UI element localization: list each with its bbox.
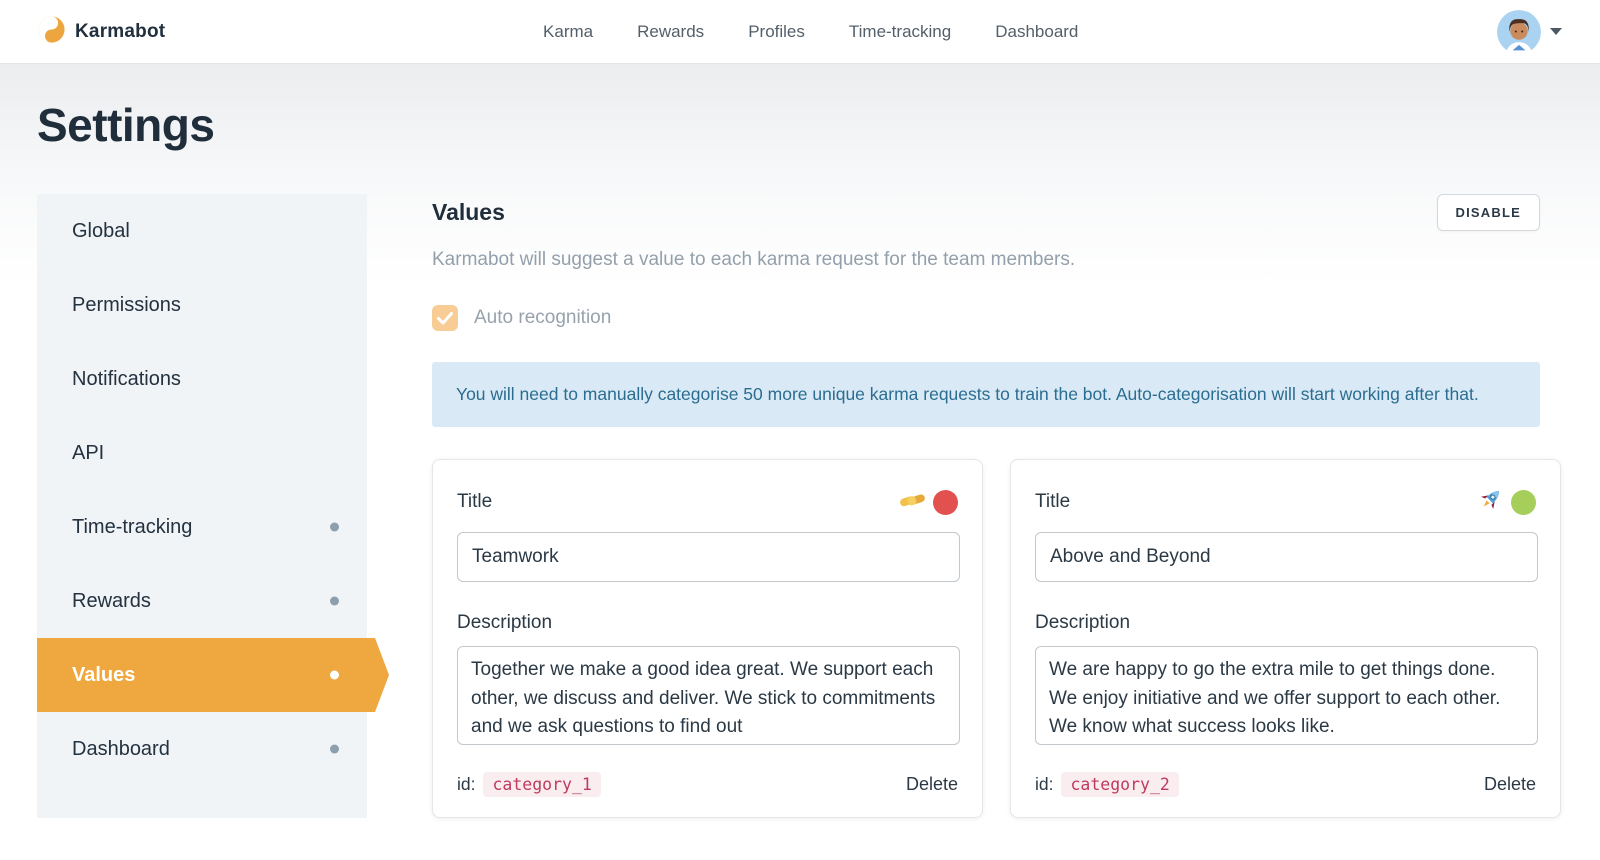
info-banner: You will need to manually categorise 50 … bbox=[432, 362, 1540, 428]
value-cards: Title bbox=[432, 459, 1563, 819]
auto-recognition-label: Auto recognition bbox=[474, 307, 612, 328]
delete-button[interactable]: Delete bbox=[1483, 774, 1536, 795]
brand-name: Karmabot bbox=[75, 20, 166, 42]
user-menu[interactable] bbox=[1497, 9, 1562, 54]
sidebar-item-global[interactable]: Global bbox=[72, 219, 130, 242]
sidebar-item-label: Rewards bbox=[72, 589, 151, 612]
settings-sidebar: Global Permissions Notifications API Tim… bbox=[37, 194, 389, 819]
description-textarea[interactable]: Together we make a good idea great. We s… bbox=[457, 646, 960, 746]
main-nav: Karma Rewards Profiles Time-tracking Das… bbox=[543, 22, 1078, 42]
sidebar-item-label: Dashboard bbox=[72, 737, 170, 760]
id-label: id: bbox=[457, 774, 476, 795]
status-dot bbox=[330, 522, 339, 532]
nav-item-profiles[interactable]: Profiles bbox=[748, 21, 805, 41]
section-title: Values bbox=[432, 199, 505, 225]
delete-button[interactable]: Delete bbox=[905, 774, 958, 795]
nav-item-rewards[interactable]: Rewards bbox=[637, 21, 705, 41]
sidebar-item-rewards[interactable]: Rewards bbox=[37, 564, 367, 638]
status-dot bbox=[330, 744, 339, 754]
checkmark-icon bbox=[437, 311, 453, 324]
sidebar-item-time-tracking[interactable]: Time-tracking bbox=[37, 490, 367, 564]
status-dot bbox=[330, 670, 339, 680]
sidebar-item-label: Time-tracking bbox=[72, 515, 193, 538]
description-label: Description bbox=[457, 612, 553, 634]
page-title: Settings bbox=[37, 99, 215, 151]
category-id-chip: category_2 bbox=[1061, 772, 1179, 798]
title-input[interactable] bbox=[1035, 532, 1538, 583]
sidebar-item-api[interactable]: API bbox=[72, 441, 105, 464]
handshake-icon bbox=[899, 486, 926, 518]
status-dot bbox=[330, 596, 339, 606]
description-label: Description bbox=[1035, 612, 1131, 634]
sidebar-item-values[interactable]: Values bbox=[37, 638, 389, 712]
description-textarea[interactable]: We are happy to go the extra mile to get… bbox=[1035, 646, 1538, 746]
auto-recognition-row: Auto recognition bbox=[432, 305, 1563, 331]
category-color-dot bbox=[933, 489, 958, 515]
auto-recognition-checkbox[interactable] bbox=[432, 305, 458, 331]
section-subtitle: Karmabot will suggest a value to each ka… bbox=[432, 249, 1076, 270]
brand[interactable]: Karmabot bbox=[38, 15, 166, 48]
sidebar-item-permissions[interactable]: Permissions bbox=[72, 293, 181, 316]
rocket-icon bbox=[1477, 486, 1504, 518]
top-nav: Karmabot Karma Rewards Profiles Time-tra… bbox=[0, 0, 1600, 64]
disable-button[interactable]: DISABLE bbox=[1436, 194, 1540, 231]
title-input[interactable] bbox=[457, 532, 960, 583]
value-card-above-and-beyond: Title bbox=[1010, 459, 1561, 819]
title-label: Title bbox=[457, 491, 493, 513]
settings-page: Settings Global Permissions Notification… bbox=[0, 64, 1600, 860]
id-label: id: bbox=[1035, 774, 1054, 795]
value-card-teamwork: Title bbox=[432, 459, 983, 819]
sidebar-item-label: Values bbox=[72, 663, 136, 686]
sidebar-item-notifications[interactable]: Notifications bbox=[72, 367, 181, 390]
karmabot-logo-icon bbox=[38, 15, 65, 48]
title-label: Title bbox=[1035, 491, 1071, 513]
chevron-down-icon bbox=[1550, 28, 1562, 35]
avatar bbox=[1497, 9, 1541, 54]
category-color-dot bbox=[1511, 489, 1536, 515]
values-section: Values DISABLE Karmabot will suggest a v… bbox=[432, 194, 1563, 819]
sidebar-item-dashboard[interactable]: Dashboard bbox=[37, 712, 367, 786]
nav-item-time-tracking[interactable]: Time-tracking bbox=[848, 21, 952, 41]
category-id-chip: category_1 bbox=[483, 772, 601, 798]
nav-item-karma[interactable]: Karma bbox=[543, 21, 594, 41]
nav-item-dashboard[interactable]: Dashboard bbox=[995, 21, 1079, 41]
